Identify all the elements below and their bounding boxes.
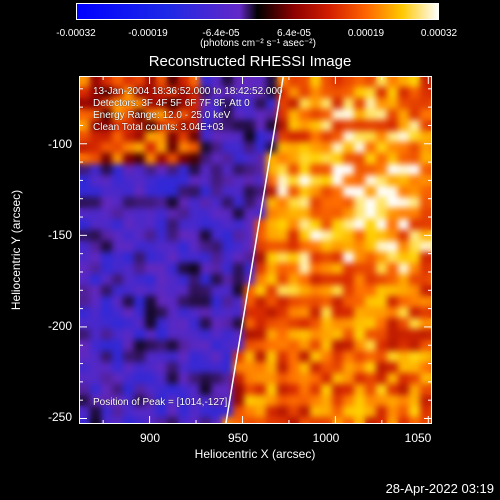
x-tick-label: 1000 bbox=[312, 431, 340, 445]
annotation-energy-range: Energy Range: 12.0 - 25.0 keV bbox=[93, 110, 231, 121]
heatmap-plot-area bbox=[79, 76, 432, 424]
chart-title: Reconstructed RHESSI Image bbox=[148, 53, 352, 70]
colorbar-tick-label: 6.4e-05 bbox=[277, 28, 311, 39]
heatmap-image bbox=[79, 76, 432, 424]
peak-position-label: Position of Peak = [1014,-127] bbox=[93, 397, 228, 408]
y-axis-label: Heliocentric Y (arcsec) bbox=[9, 189, 23, 311]
colorbar-tick-label: -0.00032 bbox=[56, 28, 96, 39]
x-tick-label: 950 bbox=[227, 431, 249, 445]
limb-line-layer bbox=[225, 76, 285, 424]
x-axis-label: Heliocentric X (arcsec) bbox=[194, 447, 316, 461]
x-tick-label: 1050 bbox=[404, 431, 432, 445]
colorbar-unit-label: (photons cm⁻² s⁻¹ asec⁻²) bbox=[200, 38, 316, 49]
solar-limb-line bbox=[225, 76, 285, 424]
y-tick-label: -100 bbox=[47, 137, 72, 151]
colorbar-tick-label: -0.00019 bbox=[128, 28, 168, 39]
x-tick-label: 900 bbox=[139, 431, 161, 445]
colorbar-tick-label: 0.00019 bbox=[347, 28, 385, 39]
y-tick-label: -150 bbox=[47, 228, 72, 242]
colorbar-tick-label: -6.4e-05 bbox=[202, 28, 240, 39]
timestamp: 28-Apr-2022 03:19 bbox=[385, 481, 494, 496]
annotation-time-range: 13-Jan-2004 18:36:52.000 to 18:42:52.000 bbox=[93, 86, 283, 97]
colorbar-tick-label: 0.00032 bbox=[420, 28, 458, 39]
annotation-detectors: Detectors: 3F 4F 5F 6F 7F 8F, Att 0 bbox=[93, 98, 250, 109]
annotation-total-counts: Clean Total counts: 3.04E+03 bbox=[93, 122, 224, 133]
y-tick-label: -200 bbox=[47, 319, 72, 333]
y-tick-label: -250 bbox=[47, 410, 72, 424]
colorbar bbox=[76, 3, 439, 20]
